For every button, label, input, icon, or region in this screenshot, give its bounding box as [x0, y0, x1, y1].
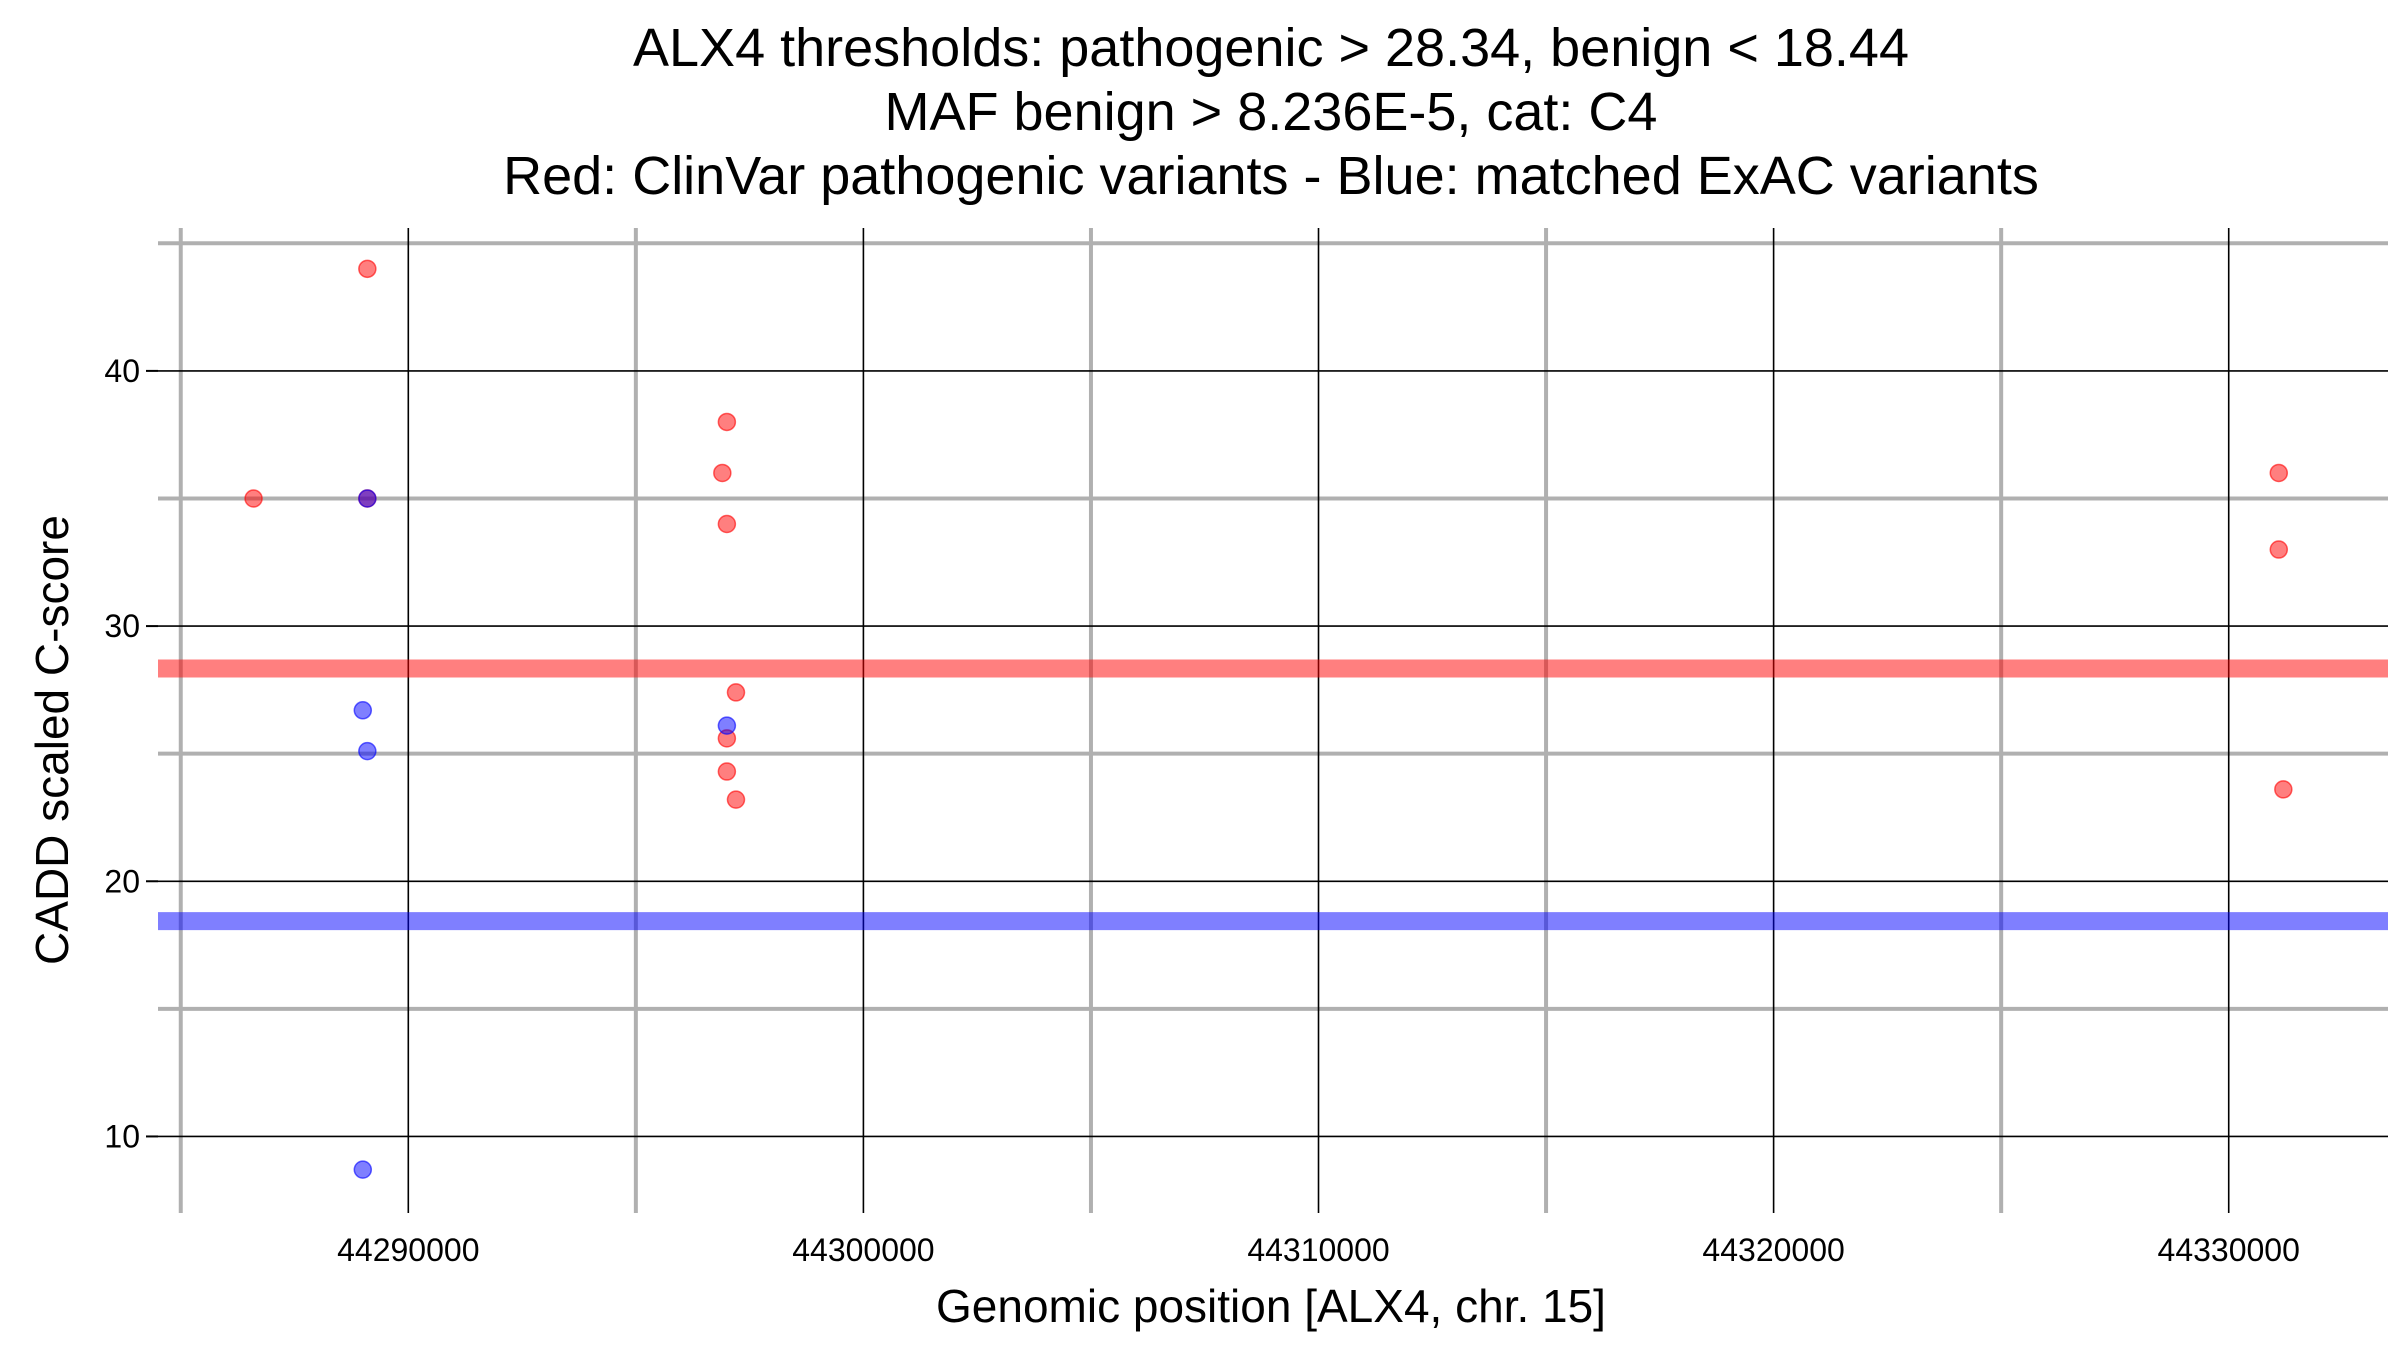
x-tick-label-0: 44290000 — [337, 1232, 479, 1268]
y-tick-label-2: 30 — [104, 608, 140, 644]
title-line-1: ALX4 thresholds: pathogenic > 28.34, ben… — [633, 18, 1909, 78]
data-points — [244, 259, 2293, 1179]
y-tick-label-1: 20 — [104, 863, 140, 899]
series-0-point-3 — [717, 412, 737, 432]
y-axis-label: CADD scaled C-score — [26, 515, 78, 965]
minor-gridlines — [158, 228, 2388, 1213]
series-0-point-11 — [2269, 540, 2289, 559]
series-0-point-6 — [726, 683, 746, 702]
chart-title: ALX4 thresholds: pathogenic > 28.34, ben… — [503, 18, 2039, 206]
x-axis-label: Genomic position [ALX4, chr. 15] — [936, 1280, 1606, 1332]
x-tick-label-1: 44300000 — [792, 1232, 934, 1268]
series-0-point-12 — [2274, 780, 2293, 799]
series-0-point-1 — [358, 259, 377, 279]
series-0-point-8 — [717, 762, 737, 781]
series-0-point-4 — [713, 463, 732, 483]
x-tick-label-3: 44320000 — [1702, 1232, 1844, 1268]
series-0-point-9 — [726, 790, 746, 809]
x-axis: 44290000 44300000 44310000 44320000 44330000 — [337, 1232, 2300, 1268]
series-1-point-4 — [353, 1160, 373, 1179]
y-tick-label-0: 10 — [104, 1118, 140, 1154]
threshold-lines — [158, 659, 2388, 931]
title-line-3: Red: ClinVar pathogenic variants - Blue:… — [503, 146, 2039, 206]
y-axis: 10 20 30 40 — [104, 353, 158, 1154]
series-0-point-0 — [244, 489, 263, 508]
y-tick-label-3: 40 — [104, 353, 140, 389]
series-0-point-5 — [717, 514, 737, 534]
x-tick-label-2: 44310000 — [1247, 1232, 1389, 1268]
title-line-2: MAF benign > 8.236E-5, cat: C4 — [885, 82, 1658, 142]
x-tick-label-4: 44330000 — [2158, 1232, 2300, 1268]
series-1-point-0 — [358, 489, 377, 508]
series-0-point-10 — [2269, 463, 2289, 483]
series-1-point-3 — [717, 716, 737, 735]
series-1-point-2 — [358, 741, 377, 761]
major-gridlines — [158, 228, 2388, 1213]
series-1-point-1 — [353, 701, 373, 720]
